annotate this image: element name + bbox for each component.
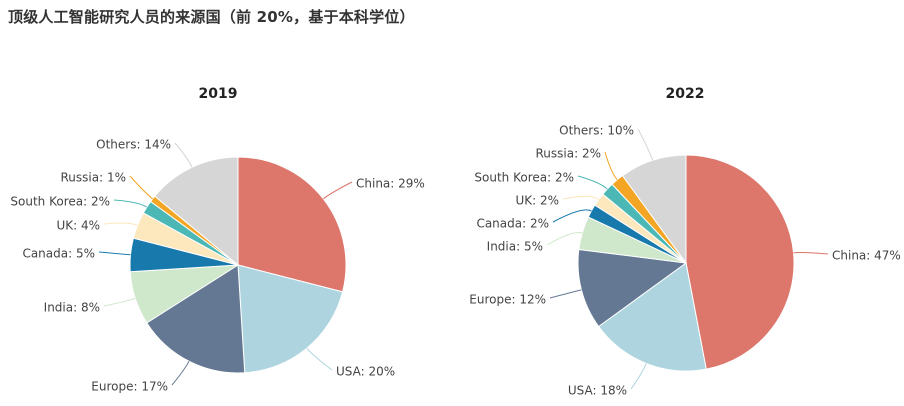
slice-label-2019-others: Others: 14% — [96, 138, 171, 152]
slice-2019-china — [237, 156, 347, 293]
slice-label-2019-uk: UK: 4% — [56, 219, 100, 233]
slice-2022-usa — [597, 262, 707, 372]
chart-2022: China: 47% USA: 18% Europe: 12% India: 5% Ca… — [469, 124, 901, 398]
leader-line-2022-canada — [552, 209, 592, 223]
leader-line-2019-india — [103, 297, 136, 307]
slice-label-2022-usa: USA: 18% — [568, 384, 627, 398]
slice-2019-others — [154, 156, 239, 267]
leader-line-2019-uk — [103, 222, 138, 226]
leader-line-2022-india — [546, 231, 583, 246]
slice-label-2022-south-korea: South Korea: 2% — [474, 171, 574, 185]
leader-line-2019-south-korea — [113, 199, 148, 208]
chart-2019-title: 2019 — [199, 86, 238, 102]
slice-label-2019-usa: USA: 20% — [336, 365, 395, 379]
slice-label-2022-europe: Europe: 12% — [469, 293, 546, 307]
slice-2022-china — [685, 154, 795, 370]
page-title: 顶级人工智能研究人员的来源国（前 20%，基于本科学位） — [8, 8, 415, 26]
leader-line-2019-usa — [306, 347, 333, 371]
leader-line-2022-south-korea — [577, 175, 608, 190]
slice-label-2022-china: China: 47% — [832, 249, 901, 263]
leader-line-2022-china — [793, 252, 829, 255]
leader-line-2019-others — [174, 142, 193, 168]
leader-line-2022-uk — [562, 195, 599, 200]
slice-label-2019-india: India: 8% — [44, 301, 100, 315]
leader-line-2019-europe — [171, 360, 190, 386]
leader-line-2022-europe — [549, 289, 582, 299]
leader-line-2022-russia — [604, 151, 618, 181]
slice-label-2019-canada: Canada: 5% — [22, 247, 95, 261]
slice-label-2022-russia: Russia: 2% — [536, 147, 602, 161]
chart-2022-title: 2022 — [666, 86, 705, 102]
slice-label-2022-canada: Canada: 2% — [476, 217, 549, 231]
slice-label-2022-others: Others: 10% — [559, 124, 634, 138]
slice-label-2022-uk: UK: 2% — [515, 194, 559, 208]
leader-line-2022-usa — [630, 363, 647, 390]
slice-label-2019-china: China: 29% — [356, 177, 425, 191]
leader-line-2019-canada — [98, 251, 131, 256]
slice-label-2022-india: India: 5% — [487, 240, 543, 254]
leader-line-2019-china — [322, 181, 353, 200]
slice-2022-europe — [577, 248, 688, 328]
leader-line-2019-russia — [129, 175, 154, 200]
chart-2019: China: 29% USA: 20% Europe: 17% India: 8% Ca… — [10, 138, 424, 394]
slice-label-2019-russia: Russia: 1% — [61, 171, 127, 185]
slice-label-2019-europe: Europe: 17% — [91, 380, 168, 394]
slice-label-2019-south-korea: South Korea: 2% — [10, 195, 110, 209]
leader-line-2022-others — [637, 128, 654, 161]
